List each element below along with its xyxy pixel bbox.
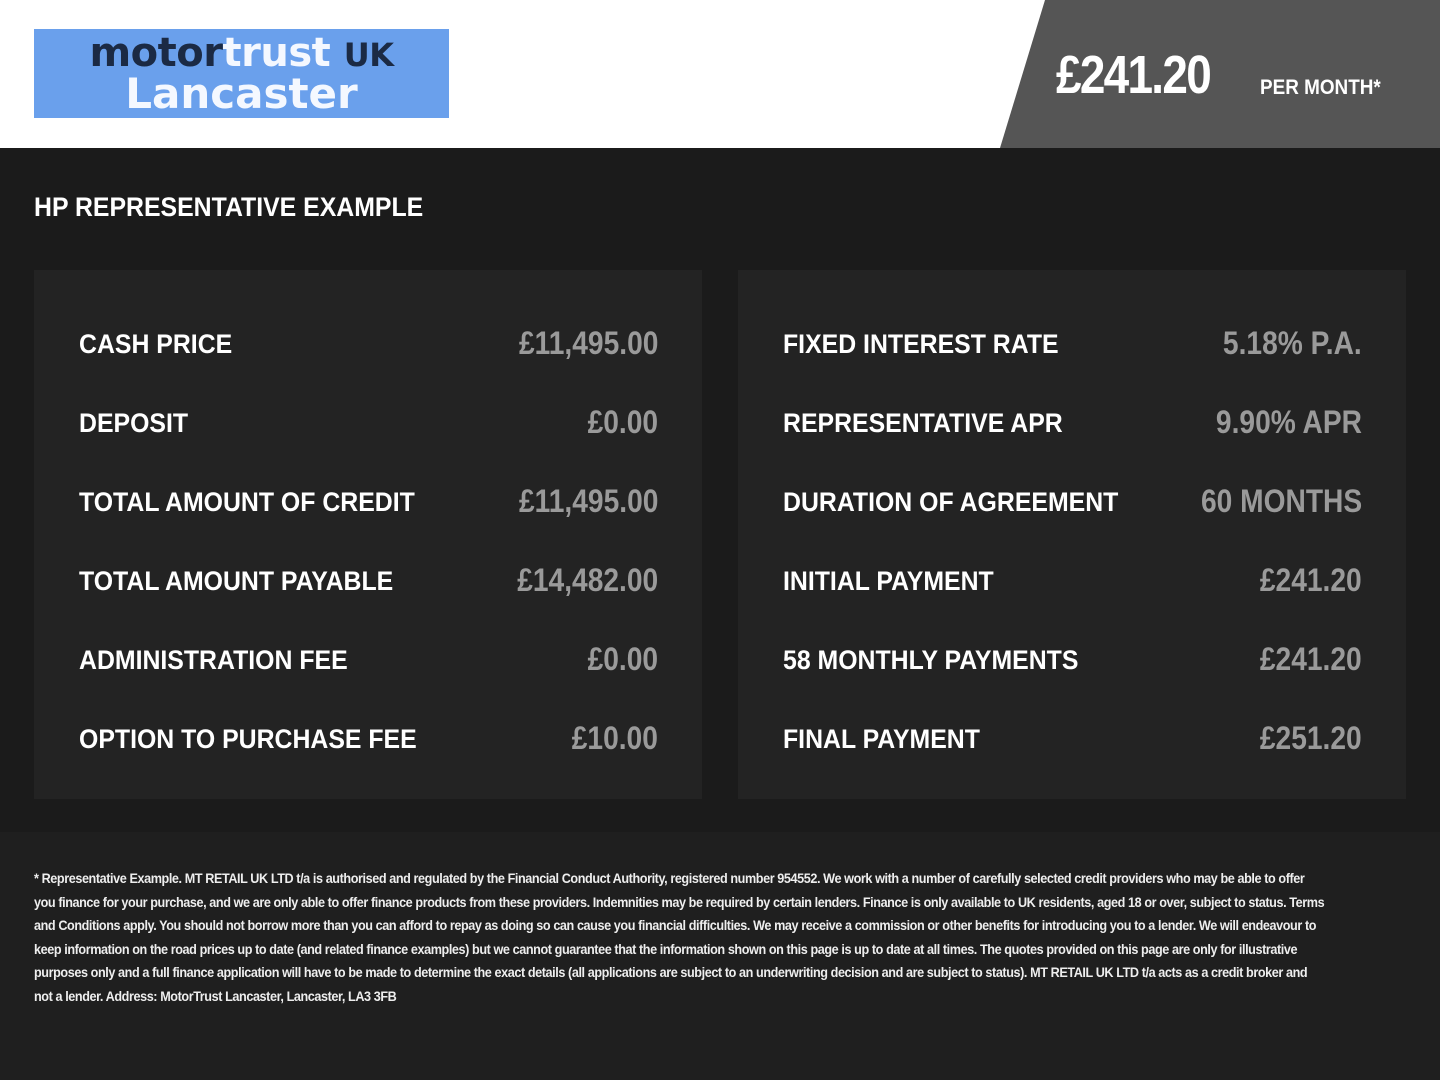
finance-row: ADMINISTRATION FEE £0.00 <box>34 628 702 707</box>
finance-row: FINAL PAYMENT £251.20 <box>738 707 1406 786</box>
finance-value: 9.90% APR <box>1215 404 1362 440</box>
finance-label: DURATION OF AGREEMENT <box>783 487 1119 517</box>
finance-label: TOTAL AMOUNT PAYABLE <box>79 566 394 596</box>
finance-label: FIXED INTEREST RATE <box>783 329 1059 359</box>
finance-row: DEPOSIT £0.00 <box>34 391 702 470</box>
finance-label: 58 MONTHLY PAYMENTS <box>783 645 1079 675</box>
finance-value: £11,495.00 <box>518 483 658 519</box>
finance-label: REPRESENTATIVE APR <box>783 408 1063 438</box>
header: motortrust UK Lancaster £241.20 PER MONT… <box>0 0 1440 148</box>
finance-value: £10.00 <box>571 720 658 756</box>
finance-label: FINAL PAYMENT <box>783 724 980 754</box>
footer <box>0 832 1440 1080</box>
section-title: HP REPRESENTATIVE EXAMPLE <box>34 192 424 222</box>
finance-value: £241.20 <box>1260 641 1362 677</box>
finance-label: DEPOSIT <box>79 408 189 438</box>
monthly-price: £241.20 <box>1056 45 1212 105</box>
finance-row: FIXED INTEREST RATE 5.18% P.A. <box>738 312 1406 391</box>
finance-label: TOTAL AMOUNT OF CREDIT <box>79 487 415 517</box>
finance-row: 58 MONTHLY PAYMENTS £241.20 <box>738 628 1406 707</box>
disclaimer-text: * Representative Example. MT RETAIL UK L… <box>34 871 1325 1004</box>
price-banner <box>1000 0 1440 148</box>
dealer-logo[interactable]: motortrust UK Lancaster <box>34 29 449 118</box>
finance-value: £11,495.00 <box>518 325 658 361</box>
finance-label: OPTION TO PURCHASE FEE <box>79 724 417 754</box>
finance-value: 5.18% P.A. <box>1223 325 1362 361</box>
logo-word-trust: trust <box>222 30 331 76</box>
finance-row: TOTAL AMOUNT OF CREDIT £11,495.00 <box>34 470 702 549</box>
finance-details-left: CASH PRICE £11,495.00 DEPOSIT £0.00 TOTAL AM… <box>34 270 702 799</box>
logo-word-motor: motor <box>89 30 224 76</box>
finance-value: 60 MONTHS <box>1200 483 1362 519</box>
finance-value: £241.20 <box>1260 562 1362 598</box>
finance-row: CASH PRICE £11,495.00 <box>34 312 702 391</box>
finance-row: REPRESENTATIVE APR 9.90% APR <box>738 391 1406 470</box>
finance-row: TOTAL AMOUNT PAYABLE £14,482.00 <box>34 549 702 628</box>
finance-label: ADMINISTRATION FEE <box>79 645 348 675</box>
finance-label: INITIAL PAYMENT <box>783 566 994 596</box>
finance-row: DURATION OF AGREEMENT 60 MONTHS <box>738 470 1406 549</box>
logo-location: Lancaster <box>125 69 358 118</box>
logo-word-uk: UK <box>343 36 394 74</box>
finance-row: INITIAL PAYMENT £241.20 <box>738 549 1406 628</box>
finance-value: £14,482.00 <box>517 562 658 598</box>
finance-value: £251.20 <box>1260 720 1362 756</box>
finance-value: £0.00 <box>587 404 658 440</box>
per-month-label: PER MONTH* <box>1260 76 1381 99</box>
finance-label: CASH PRICE <box>79 329 233 359</box>
finance-details-right: FIXED INTEREST RATE 5.18% P.A. REPRESENTAT… <box>738 270 1406 799</box>
finance-value: £0.00 <box>587 641 658 677</box>
finance-row: OPTION TO PURCHASE FEE £10.00 <box>34 707 702 786</box>
